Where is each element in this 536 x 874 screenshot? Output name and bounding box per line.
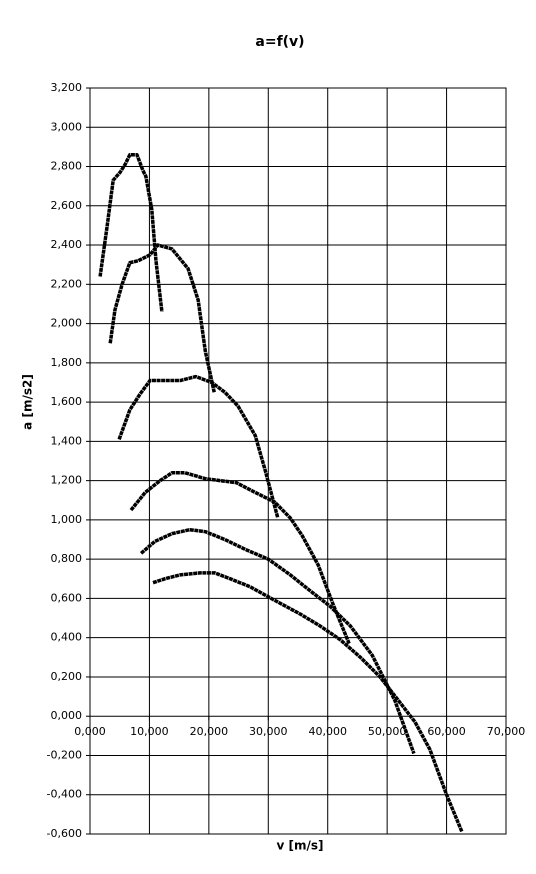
- y-tick-label: 1,800: [51, 356, 83, 369]
- data-line: [108, 243, 216, 393]
- x-tick-label: 30,000: [249, 725, 288, 738]
- y-tick-label: 2,000: [51, 317, 83, 330]
- data-line: [117, 374, 280, 519]
- y-tick-label: 3,200: [51, 81, 83, 94]
- data-line: [98, 152, 164, 313]
- data-line: [139, 527, 416, 755]
- x-tick-label: 40,000: [308, 725, 347, 738]
- y-tick-label: 3,000: [51, 120, 83, 133]
- y-tick-label: 2,600: [51, 199, 83, 212]
- y-tick-label: 2,800: [51, 160, 83, 173]
- y-axis-title: a [m/s2]: [21, 374, 35, 430]
- x-tick-label: 60,000: [427, 725, 466, 738]
- plot-border: [89, 87, 507, 835]
- y-tick-label: 1,600: [51, 395, 83, 408]
- x-tick-label: 10,000: [130, 725, 169, 738]
- y-tick-label: -0,200: [47, 748, 82, 761]
- y-tick-label: 0,000: [51, 709, 83, 722]
- y-tick-label: 2,400: [51, 238, 83, 251]
- y-tick-label: -0,600: [47, 827, 82, 840]
- x-axis-title: v [m/s]: [277, 839, 324, 853]
- x-tick-label: 50,000: [368, 725, 407, 738]
- y-tick-label: 1,200: [51, 474, 83, 487]
- y-tick-label: 0,800: [51, 552, 83, 565]
- y-tick-label: 1,000: [51, 513, 83, 526]
- chart-title: a=f(v): [255, 34, 304, 50]
- x-tick-label: 20,000: [190, 725, 229, 738]
- y-tick-label: 0,200: [51, 670, 83, 683]
- y-tick-label: 0,400: [51, 631, 83, 644]
- data-line: [129, 471, 351, 645]
- data-line: [152, 571, 464, 833]
- y-tick-label: 1,400: [51, 434, 83, 447]
- y-tick-label: 0,600: [51, 591, 83, 604]
- y-tick-label: 2,200: [51, 277, 83, 290]
- y-tick-label: -0,400: [47, 788, 82, 801]
